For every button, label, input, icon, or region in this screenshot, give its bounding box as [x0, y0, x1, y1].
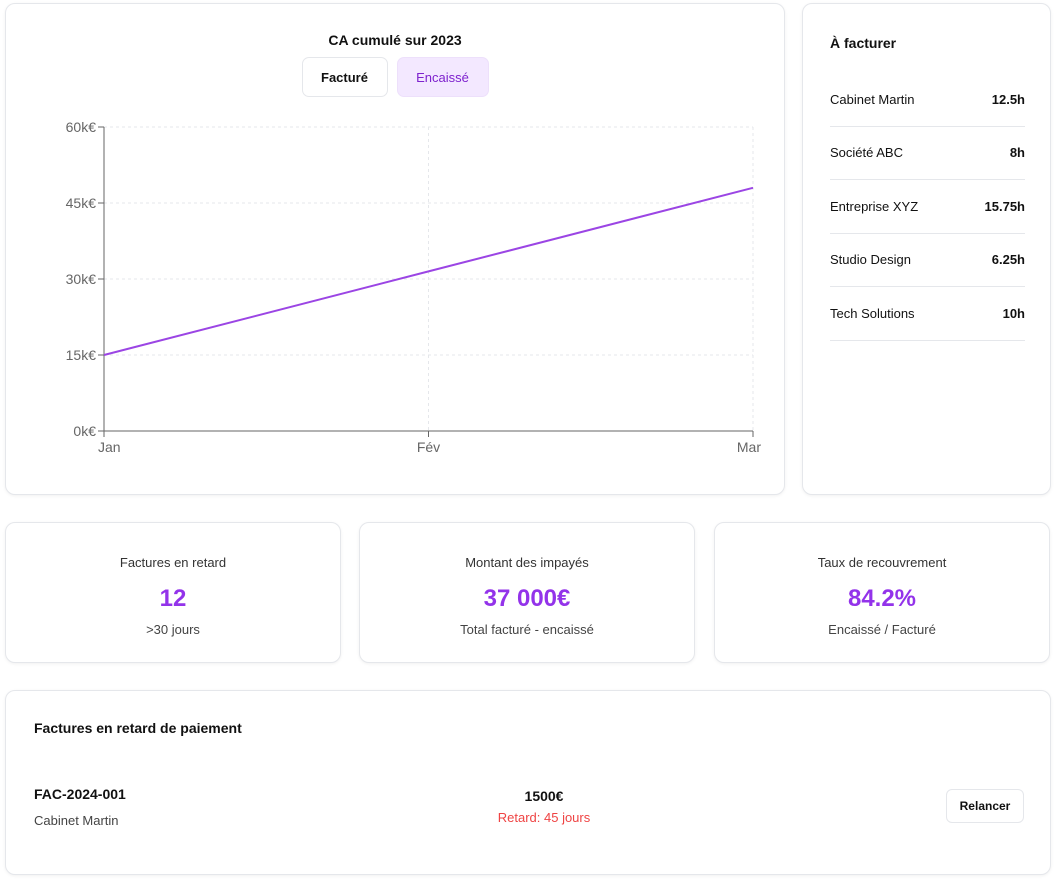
x-tick-label: Fév: [417, 439, 440, 455]
y-tick-label: 30k€: [66, 271, 97, 287]
stat-value: 12: [159, 585, 187, 612]
toggle-encaisse-button[interactable]: Encaissé: [396, 57, 489, 97]
hours-value: 6.25h: [991, 252, 1025, 268]
late-invoices-stat-card: Factures en retard 12 >30 jours: [5, 522, 341, 663]
x-tick-label: Mar: [737, 439, 761, 455]
overdue-invoices-title: Factures en retard de paiement: [34, 720, 242, 736]
invoice-delay: Retard: 45 jours: [497, 810, 591, 825]
y-tick-label: 60k€: [66, 119, 97, 135]
client-name: Société ABC: [830, 145, 903, 161]
client-name: Tech Solutions: [830, 305, 915, 321]
invoice-number: FAC-2024-001: [34, 786, 126, 802]
hours-value: 8h: [1009, 145, 1025, 161]
toggle-facture-button[interactable]: Facturé: [301, 57, 388, 97]
stat-label: Montant des impayés: [465, 555, 589, 570]
list-item: Studio Design 6.25h: [830, 234, 1025, 287]
list-item: Cabinet Martin 12.5h: [830, 73, 1025, 127]
stat-subtitle: >30 jours: [146, 622, 200, 637]
stat-subtitle: Encaissé / Facturé: [828, 622, 936, 637]
invoice-client: Cabinet Martin: [34, 813, 119, 828]
invoice-amount: 1500€: [524, 788, 564, 804]
y-tick-label: 45k€: [66, 195, 97, 211]
client-name: Entreprise XYZ: [830, 198, 919, 214]
revenue-line-chart: 0k€ 15k€ 30k€ 45k€ 60k€ Jan Fév Mar: [66, 119, 762, 455]
series-toggle-group: Facturé Encaissé: [6, 57, 784, 97]
list-item: Entreprise XYZ 15.75h: [830, 180, 1025, 234]
y-tick-label: 0k€: [73, 423, 96, 439]
unpaid-amount-stat-card: Montant des impayés 37 000€ Total factur…: [359, 522, 695, 663]
list-item: Tech Solutions 10h: [830, 287, 1025, 341]
hours-value: 12.5h: [991, 91, 1025, 107]
to-bill-card: À facturer Cabinet Martin 12.5h Société …: [802, 3, 1051, 495]
recovery-rate-stat-card: Taux de recouvrement 84.2% Encaissé / Fa…: [714, 522, 1050, 663]
stat-value: 84.2%: [847, 585, 917, 612]
hours-value: 10h: [1002, 305, 1025, 321]
series-line: [103, 186, 754, 356]
stat-value: 37 000€: [483, 585, 571, 612]
remind-button[interactable]: Relancer: [946, 789, 1024, 823]
list-item: Société ABC 8h: [830, 127, 1025, 180]
stat-label: Factures en retard: [119, 555, 227, 570]
overdue-invoices-card: Factures en retard de paiement FAC-2024-…: [5, 690, 1051, 875]
to-bill-title: À facturer: [830, 35, 897, 51]
hours-value: 15.75h: [984, 198, 1025, 214]
client-name: Studio Design: [830, 252, 911, 268]
stat-label: Taux de recouvrement: [817, 555, 947, 570]
revenue-chart-card: 0k€ 15k€ 30k€ 45k€ 60k€ Jan Fév Mar CA cumulé s…: [5, 3, 785, 495]
to-bill-list: Cabinet Martin 12.5h Société ABC 8h Entr…: [830, 73, 1025, 341]
chart-title: CA cumulé sur 2023: [328, 32, 462, 48]
client-name: Cabinet Martin: [830, 91, 915, 107]
x-tick-label: Jan: [98, 439, 121, 455]
stat-subtitle: Total facturé - encaissé: [460, 622, 594, 637]
y-tick-label: 15k€: [66, 347, 97, 363]
